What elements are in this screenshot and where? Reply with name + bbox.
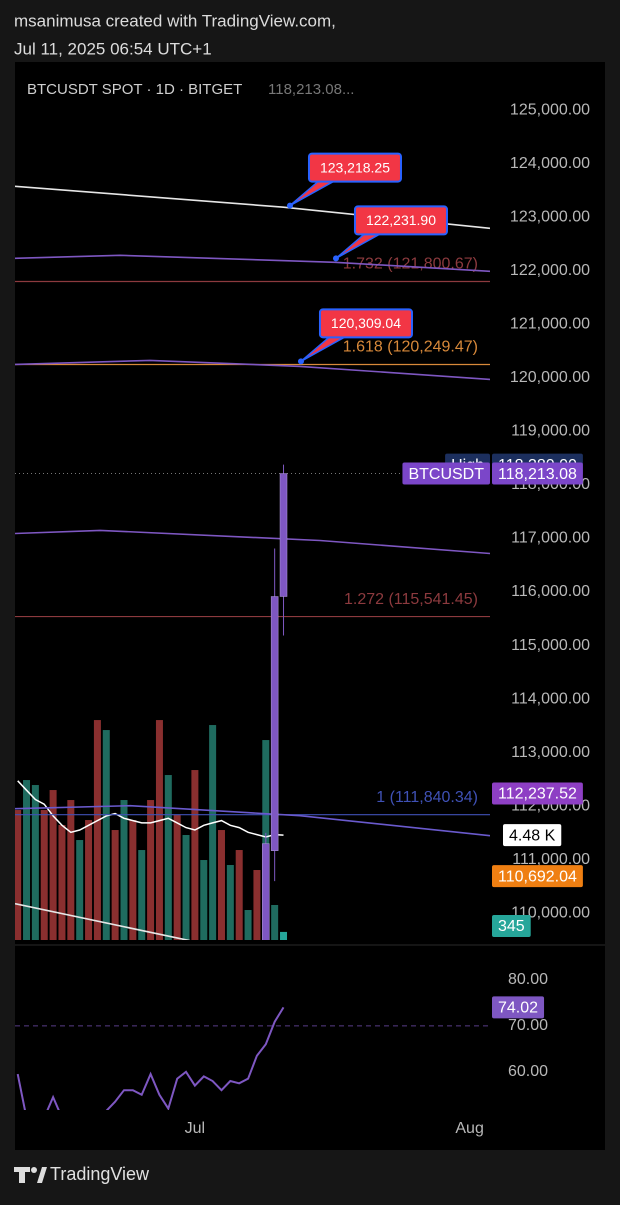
volume-bar [85,820,93,940]
volume-badge [492,915,531,937]
volume-bar [76,840,84,940]
last-price-text: 118,213.08... [268,81,354,98]
date-line: Jul 11, 2025 06:54 UTC+1 [14,39,212,58]
volume-bar [138,850,146,940]
volume-bar [271,904,279,940]
volume-ma-badge [503,824,562,847]
y-tick-label: 122,000.00 [510,262,590,279]
y-tick-label: 111,000.00 [512,851,590,868]
y-tick-label: 117,000.00 [511,530,590,547]
volume-badge-text: 345 [498,918,525,935]
y-tick-label: 125,000.00 [510,101,590,118]
volume-bar [217,830,225,940]
price-pane: 1.732 (121,800.67)1.618 (120,249.47)1.27… [15,185,490,940]
volume-bar [31,785,39,940]
price-badge [492,782,583,805]
fib-label: 1.618 (120,249.47) [343,339,478,356]
volume-bar [129,820,137,940]
trend-line [15,254,490,273]
volume-bar [40,810,48,940]
price-badge [492,462,583,485]
rsi-pane [15,1006,490,1110]
rsi-line [16,1006,285,1110]
volume-bar [111,830,119,940]
rsi-badge-text: 74.02 [498,1000,538,1017]
callout-box [353,205,448,236]
volume-ma [17,780,284,838]
overlay: 110,000.00111,000.00112,000.00113,000.00… [185,101,590,1137]
volume-bar [58,825,66,940]
y-tick-label: 124,000.00 [510,155,590,172]
volume-bar [244,910,252,940]
volume-bar [155,720,163,940]
volume-bar [253,870,261,940]
callout-box [307,152,402,183]
callout-point [286,202,293,209]
volume-bar [147,800,155,940]
author-line: msanimusa created with TradingView.com, [14,11,336,30]
rsi-tick-label: 80.00 [508,971,548,988]
y-tick-label: 116,000.00 [511,583,590,600]
volume-bar [235,850,243,940]
volume-bar [49,790,57,940]
volume-bar [226,865,234,940]
x-tick-label: Aug [455,1120,483,1137]
brand: TradingView [50,1164,150,1184]
x-tick-label: Jul [185,1120,205,1137]
callout-label: 123,218.25 [320,159,390,175]
volume-bar [191,770,199,940]
callout-point [297,358,304,365]
trend-line [15,529,490,555]
volume-bar [173,815,181,940]
volume-bar [67,800,75,940]
volume-bar [164,775,172,940]
price-badge-text: 110,692.04 [498,868,577,885]
fib-label: 1 (111,840.34) [376,789,478,806]
y-tick-label: 115,000.00 [511,637,590,654]
candle-body [279,473,288,597]
volume-bar [280,931,288,940]
callout-box [318,308,413,339]
volume-bar [209,725,217,940]
volume-bar [102,730,110,940]
y-tick-label: 110,000.00 [511,904,590,921]
trend-line [15,902,191,940]
y-tick-label: 114,000.00 [511,690,590,707]
trend-line [15,804,490,837]
y-tick-label: 119,000.00 [511,423,590,440]
y-tick-label: 121,000.00 [510,316,590,333]
volume-bar [23,780,31,940]
rsi-tick-label: 60.00 [508,1063,548,1080]
volume-bar [93,720,101,940]
volume-bar [200,860,208,940]
rsi-badge [492,996,545,1019]
tv-logo [14,1167,47,1183]
chart-area [15,62,605,1150]
callout-label: 120,309.04 [331,315,401,331]
y-tick-label: 120,000.00 [510,369,590,386]
price-badge [492,865,583,888]
badge-label: BTCUSDT [408,466,484,483]
fib-label: 1.272 (115,541.45) [344,591,478,608]
price-badge-text: 118,213.08 [498,466,577,483]
volume-bar [120,800,128,940]
volume-bar [182,835,190,940]
price-badge-text: 112,237.52 [498,786,577,803]
y-tick-label: 113,000.00 [511,744,590,761]
badge-label-bg [402,462,490,485]
volume-bar [15,810,22,940]
candle-body [270,596,279,851]
rsi-tick-label: 70.00 [508,1017,548,1034]
chart-title: BTCUSDT SPOT · 1D · BITGET [27,81,242,98]
callout-label: 122,231.90 [366,212,436,228]
volume-ma-badge-text: 4.48 K [509,827,556,844]
trend-line [15,359,490,381]
candle-body [262,843,270,940]
callout-point [332,255,339,262]
y-tick-label: 123,000.00 [510,208,590,225]
